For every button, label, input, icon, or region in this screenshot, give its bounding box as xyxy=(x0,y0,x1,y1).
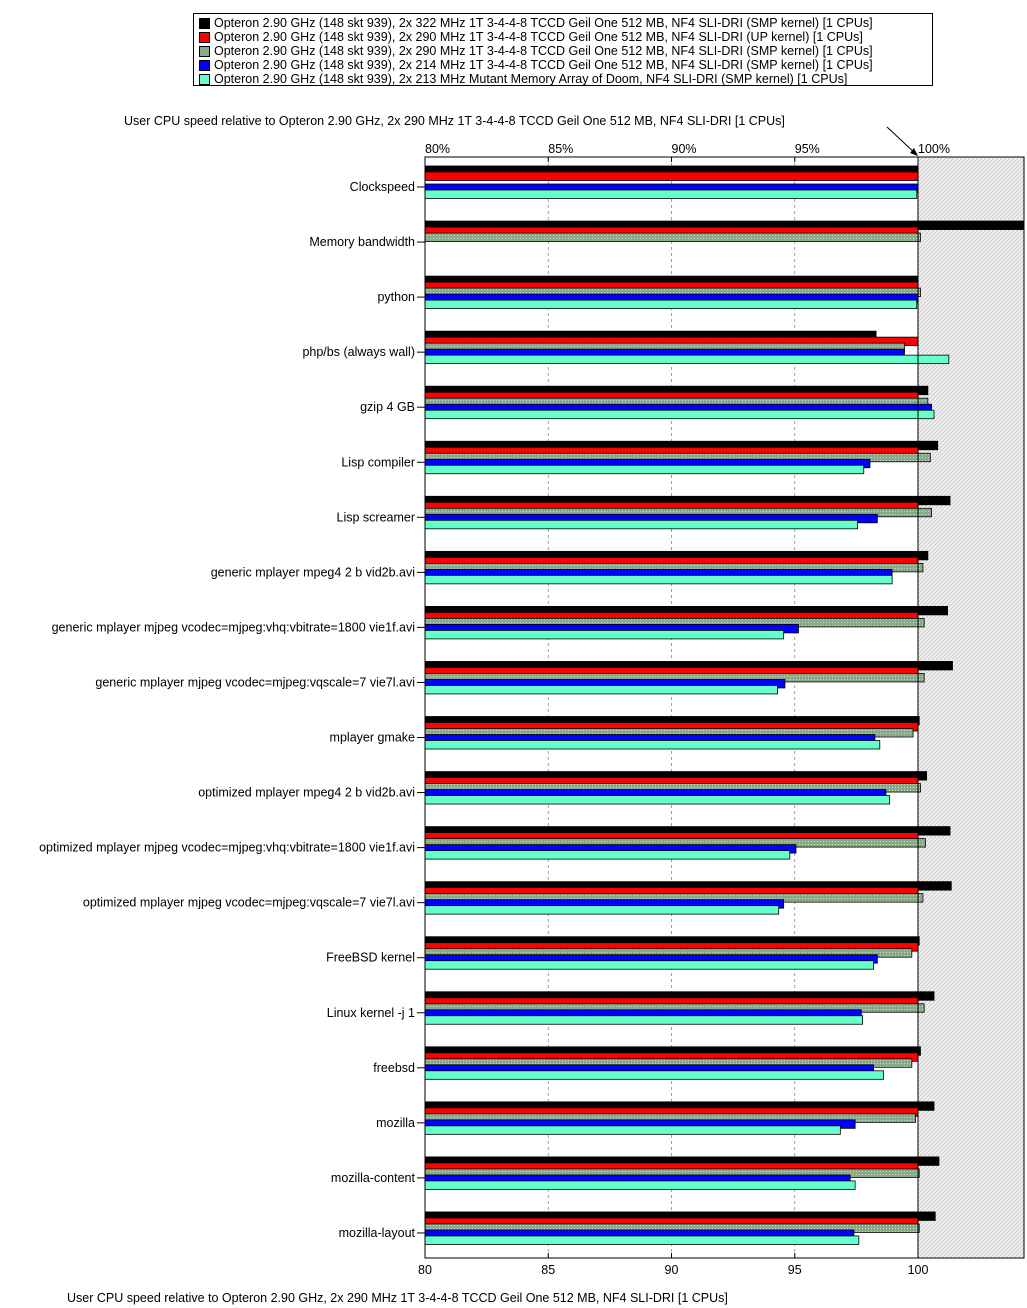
category-label: FreeBSD kernel xyxy=(326,951,415,965)
bar xyxy=(424,189,918,199)
chart-legend: Opteron 2.90 GHz (148 skt 939), 2x 322 M… xyxy=(193,13,933,86)
category-label: mozilla-content xyxy=(331,1171,416,1185)
bottom-tick-label: 85 xyxy=(541,1263,555,1277)
bar xyxy=(424,905,780,915)
legend-swatch xyxy=(199,59,210,71)
plot-frame xyxy=(424,156,1025,1259)
bottom-tick-label: 95 xyxy=(788,1263,802,1277)
bar xyxy=(424,795,891,805)
above-reference-region xyxy=(918,157,1024,1258)
chart-title: User CPU speed relative to Opteron 2.90 … xyxy=(124,114,785,128)
legend-label: Opteron 2.90 GHz (148 skt 939), 2x 290 M… xyxy=(214,30,863,44)
legend-entry: Opteron 2.90 GHz (148 skt 939), 2x 213 M… xyxy=(199,72,932,86)
bar xyxy=(424,574,893,585)
bar xyxy=(424,354,950,365)
bar xyxy=(424,960,875,970)
legend-label: Opteron 2.90 GHz (148 skt 939), 2x 322 M… xyxy=(214,16,873,30)
top-tick-label: 80% xyxy=(425,142,450,156)
category-label: Lisp screamer xyxy=(337,510,416,524)
category-label: Clockspeed xyxy=(350,180,415,194)
top-tick-label: 95% xyxy=(795,142,820,156)
category-label: freebsd xyxy=(373,1061,415,1075)
category-label: optimized mplayer mpeg4 2 b vid2b.avi xyxy=(198,786,415,800)
category-label: gzip 4 GB xyxy=(360,400,415,414)
legend-swatch xyxy=(199,17,210,29)
bar xyxy=(424,409,935,420)
legend-label: Opteron 2.90 GHz (148 skt 939), 2x 213 M… xyxy=(214,72,848,86)
category-label: optimized mplayer mjpeg vcodec=mjpeg:vhq… xyxy=(39,841,415,855)
category-label: generic mplayer mjpeg vcodec=mjpeg:vhq:v… xyxy=(52,620,415,634)
x-axis-label: User CPU speed relative to Opteron 2.90 … xyxy=(67,1291,728,1305)
bar xyxy=(424,1235,860,1245)
legend-label: Opteron 2.90 GHz (148 skt 939), 2x 214 M… xyxy=(214,58,873,72)
top-tick-label: 85% xyxy=(548,142,573,156)
bar xyxy=(424,464,865,475)
bar xyxy=(424,171,919,181)
bottom-tick-label: 100 xyxy=(908,1263,929,1277)
bottom-tick-label: 80 xyxy=(418,1263,432,1277)
category-label: optimized mplayer mjpeg vcodec=mjpeg:vqs… xyxy=(83,896,415,910)
legend-entry: Opteron 2.90 GHz (148 skt 939), 2x 290 M… xyxy=(199,30,932,44)
category-label: php/bs (always wall) xyxy=(302,345,415,359)
legend-entry: Opteron 2.90 GHz (148 skt 939), 2x 322 M… xyxy=(199,16,932,30)
legend-label: Opteron 2.90 GHz (148 skt 939), 2x 290 M… xyxy=(214,44,873,58)
bar xyxy=(424,1180,856,1190)
bar xyxy=(424,630,785,640)
bar xyxy=(424,1125,841,1135)
bottom-tick-label: 90 xyxy=(665,1263,679,1277)
reference-arrowhead xyxy=(910,148,919,156)
bar xyxy=(424,740,881,750)
category-label: Memory bandwidth xyxy=(309,235,415,249)
top-tick-label: 100% xyxy=(918,142,950,156)
legend-entry: Opteron 2.90 GHz (148 skt 939), 2x 290 M… xyxy=(199,44,932,58)
bar xyxy=(424,299,918,310)
category-label: Linux kernel -j 1 xyxy=(327,1006,415,1020)
category-label: mozilla-layout xyxy=(339,1226,416,1240)
category-label: Lisp compiler xyxy=(341,455,415,469)
bar xyxy=(424,685,778,695)
legend-swatch xyxy=(199,45,210,57)
category-label: generic mplayer mpeg4 2 b vid2b.avi xyxy=(211,565,415,579)
legend-swatch xyxy=(199,73,210,85)
bar xyxy=(424,1015,863,1025)
top-tick-label: 90% xyxy=(672,142,697,156)
legend-entry: Opteron 2.90 GHz (148 skt 939), 2x 214 M… xyxy=(199,58,932,72)
category-label: python xyxy=(377,290,415,304)
legend-swatch xyxy=(199,31,210,43)
bar xyxy=(424,519,859,530)
bar xyxy=(424,232,921,242)
reference-arrow xyxy=(886,126,918,156)
category-label: mozilla xyxy=(376,1116,415,1130)
category-label: mplayer gmake xyxy=(330,731,415,745)
category-label: generic mplayer mjpeg vcodec=mjpeg:vqsca… xyxy=(95,675,415,689)
bar xyxy=(424,850,791,860)
bar xyxy=(424,1070,884,1080)
